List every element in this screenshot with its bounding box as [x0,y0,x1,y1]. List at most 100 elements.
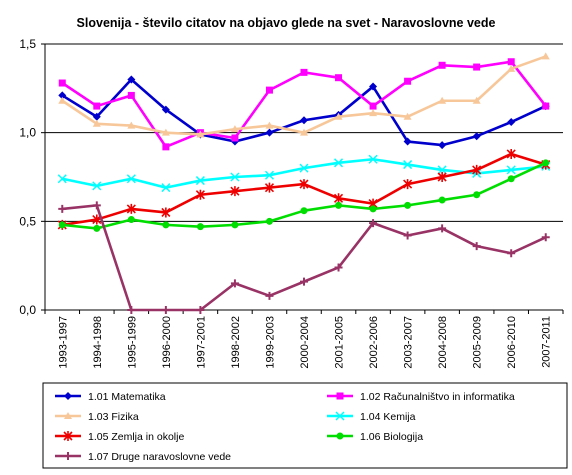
data-point [437,165,447,175]
series-1 [58,75,550,150]
data-point [403,179,413,190]
legend-swatch-marker [63,431,73,441]
data-point [230,125,239,133]
legend-swatch-marker [64,392,72,400]
data-point [265,128,274,137]
legend-box [42,382,568,469]
data-point [300,277,308,286]
data-point [300,68,308,76]
data-point [541,233,550,242]
data-point [161,105,170,114]
legend-label: 1.05 Zemlja in okolje [88,431,184,443]
data-point [230,172,240,182]
data-point [472,132,481,141]
legend-label: 1.07 Druge naravoslovne vede [88,451,231,463]
data-point [506,165,516,175]
data-point [542,102,550,110]
legend-entry: 1.01 Matematika [55,391,166,403]
data-point [196,223,204,231]
data-point [472,96,481,104]
legend-entry: 1.07 Druge naravoslovne vede [55,451,231,463]
legend-label: 1.06 Biologija [360,431,423,443]
data-point [58,96,67,104]
x-tick-label: 1994-1998 [92,316,104,369]
series-7 [58,201,550,314]
data-point [162,221,170,229]
data-point [264,170,274,180]
data-point [369,219,378,228]
data-point [127,75,136,84]
data-point [57,174,67,184]
x-tick-label: 2002-2006 [368,316,380,369]
data-point [507,58,515,66]
data-point [196,130,205,138]
data-point [403,112,412,120]
data-point [369,102,377,110]
data-point [127,91,135,99]
data-point [404,77,412,85]
y-tick-label: 1,0 [19,126,36,140]
series-line [62,152,547,227]
data-point [195,176,205,186]
data-point [300,128,308,136]
series-6 [58,159,550,232]
data-point [437,172,447,182]
series-3 [58,52,550,138]
x-tick-label: 1998-2002 [230,316,242,369]
legend-label: 1.03 Fizika [88,411,139,423]
data-point [161,183,171,193]
legend-label: 1.02 Računalništvo in informatika [360,391,515,403]
legend-label: 1.04 Kemija [360,411,416,423]
legend-swatch-marker [64,452,72,460]
data-point [92,119,101,127]
data-point [127,121,136,129]
legend-swatch-marker [335,411,345,421]
data-point [368,154,378,164]
data-point [58,79,66,87]
x-tick-label: 2004-2008 [437,316,449,369]
data-point [265,217,273,225]
x-tick-label: 1995-1999 [126,316,138,369]
data-point [300,207,308,215]
data-point [335,201,343,209]
x-tick-label: 2001-2005 [334,316,346,369]
data-point [231,134,239,142]
y-tick-label: 0,5 [19,214,36,228]
data-point [369,82,378,91]
data-point [507,64,516,72]
data-point [403,231,412,240]
data-point [541,52,550,60]
data-point [299,163,309,173]
data-point [299,179,309,190]
data-point [265,291,274,300]
legend-entry: 1.05 Zemlja in okolje [55,431,184,443]
x-tick-label: 2003-2007 [403,316,415,369]
legend-label: 1.01 Matematika [88,391,166,403]
data-point [473,63,481,71]
plot-area: 0,0 0,5 1,0 1,5 1993-1997 1994-1998 1995-1999 1… [19,37,564,369]
legend: 1.01 Matematika 1.02 Računalništvo in inf… [42,382,568,469]
data-point [92,181,102,191]
x-tick-label: 1993-1997 [57,316,69,369]
data-point [58,221,66,229]
x-tick-label: 1997-2001 [195,316,207,369]
data-point [333,193,344,204]
x-tick-label: 2000-2004 [299,316,311,369]
data-point [230,279,239,288]
data-point [92,201,101,210]
data-point [369,205,377,213]
legend-swatch-marker [336,432,344,440]
data-point [162,143,170,151]
data-point [473,191,481,199]
legend-swatch-marker [336,392,344,400]
data-point [126,203,136,214]
legend-entry: 1.04 Kemija [327,411,416,423]
data-point [438,61,446,69]
data-point [542,159,550,167]
data-point [127,306,136,314]
data-point [92,112,101,121]
data-point [126,174,136,184]
data-point [161,128,170,136]
x-tick-label: 2007-2011 [541,316,553,368]
